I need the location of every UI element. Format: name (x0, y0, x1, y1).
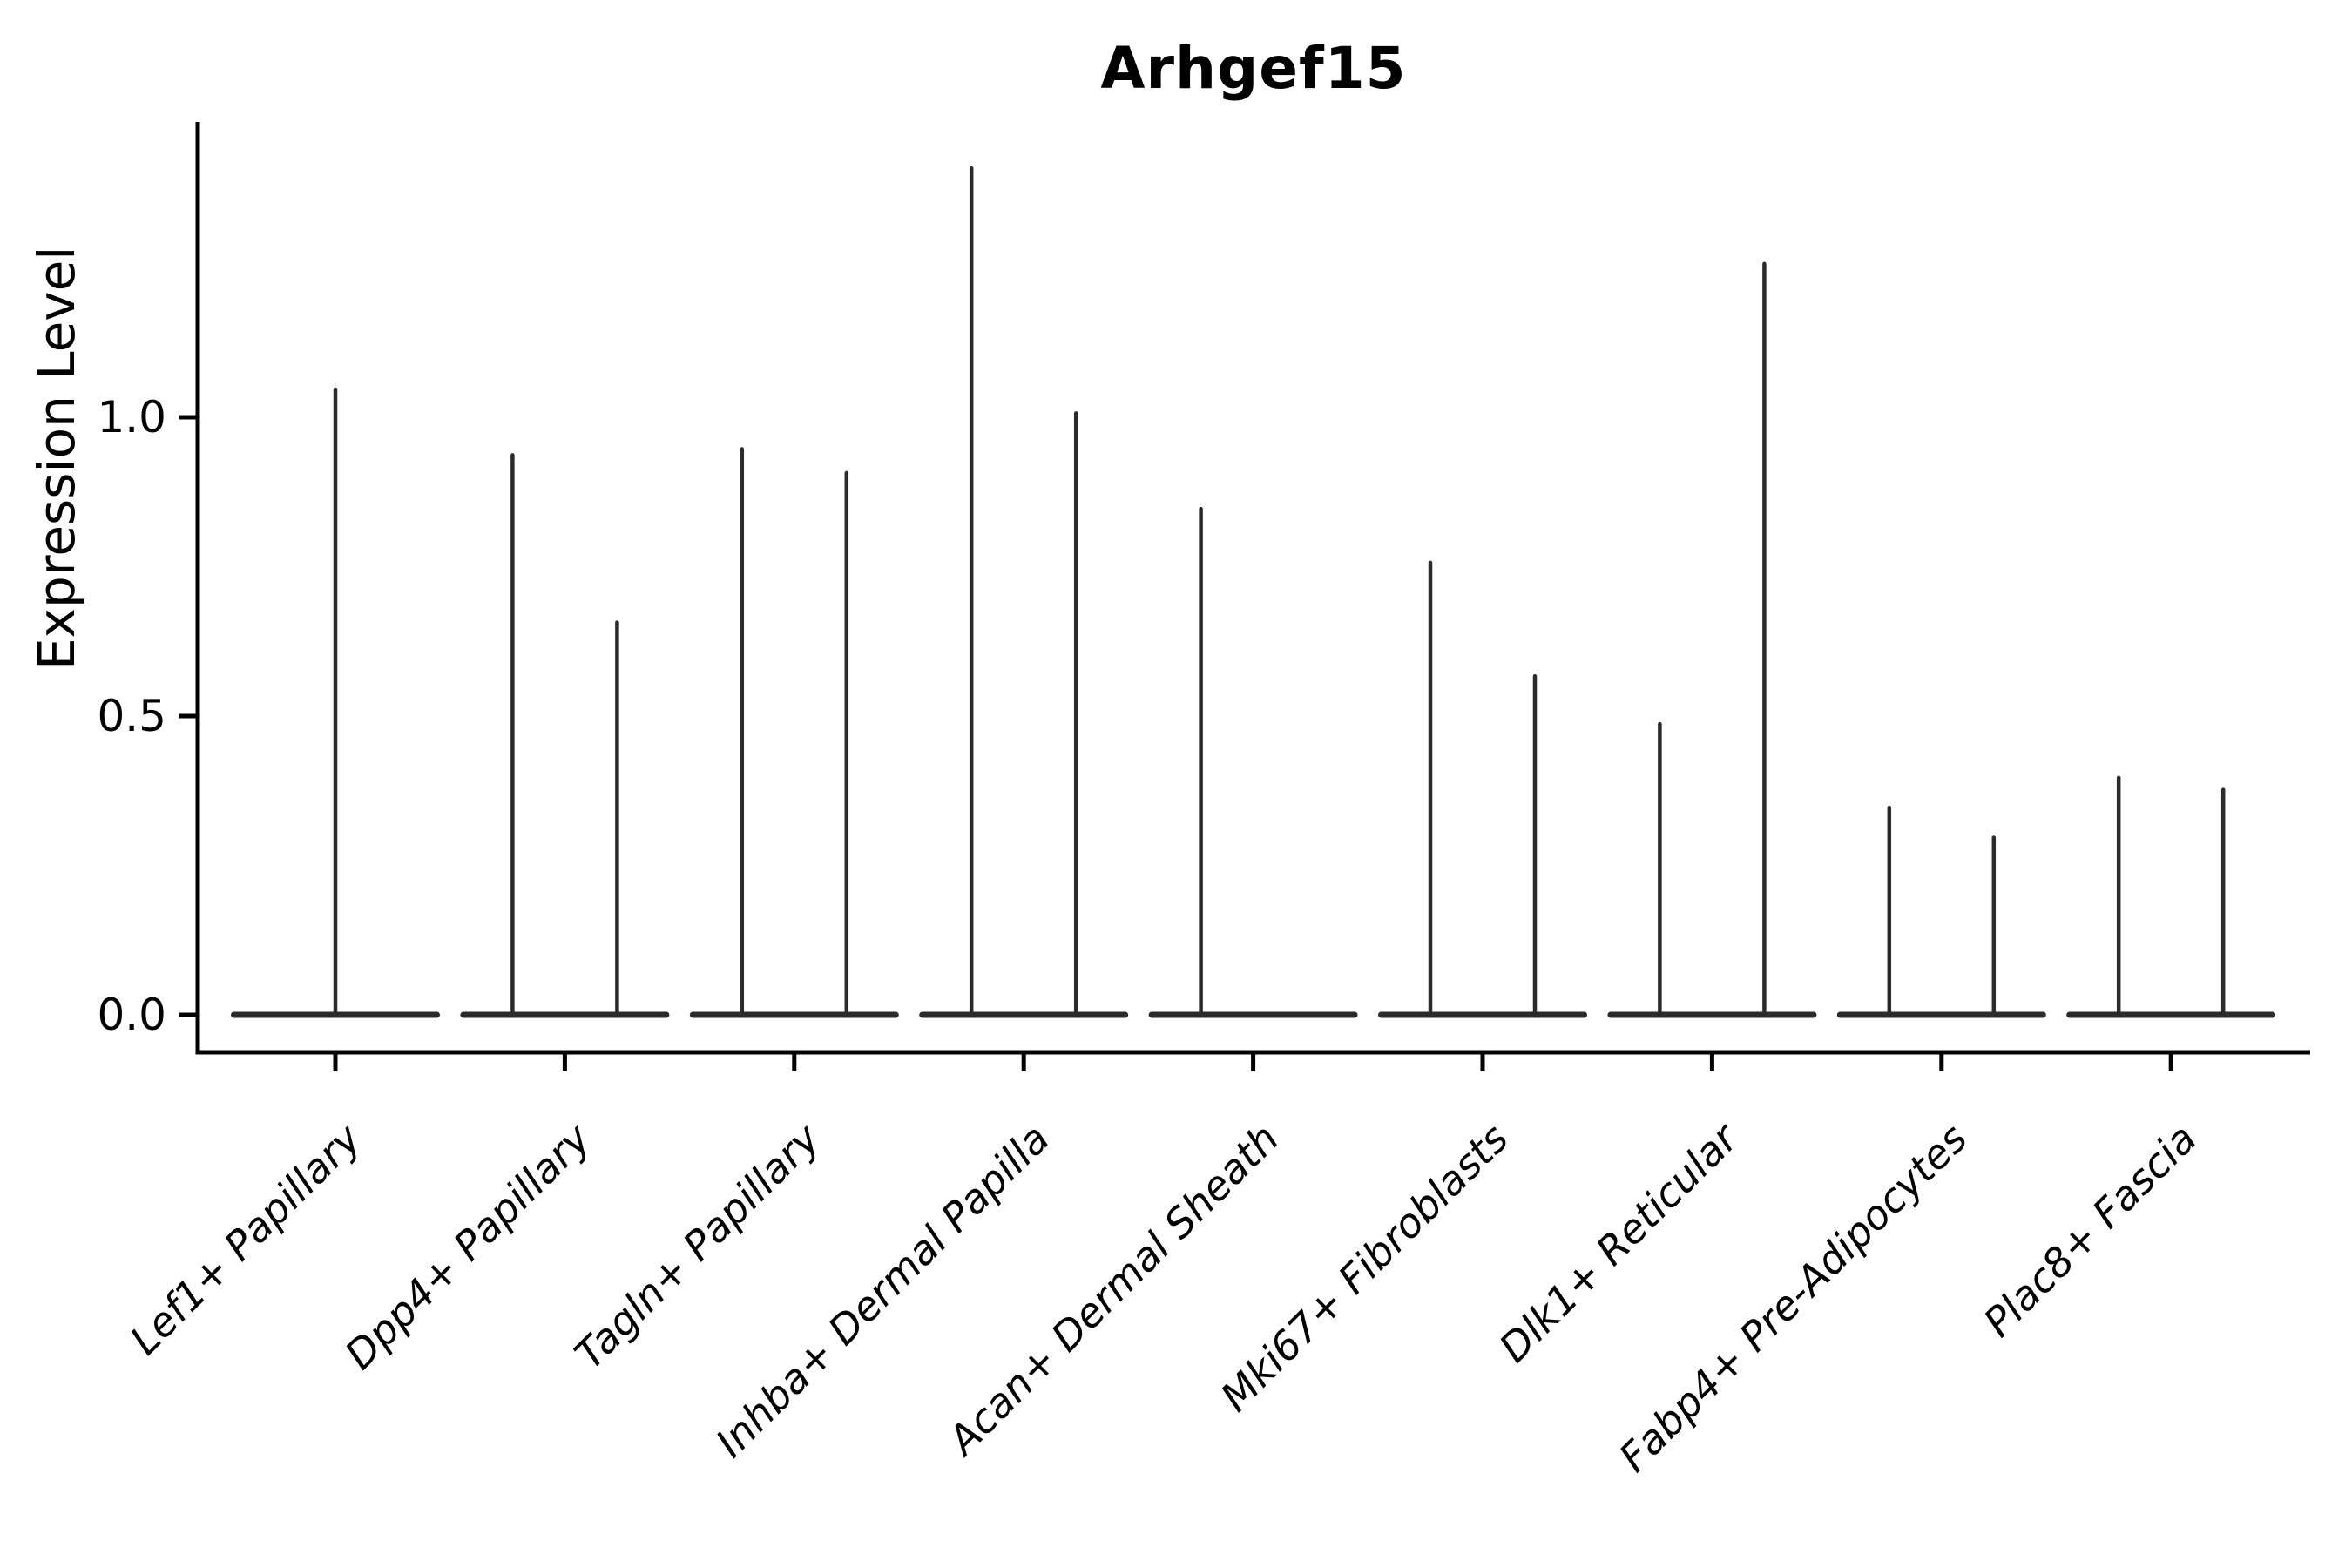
violin-body-9 (2066, 1011, 2276, 1018)
violin-spike-4-2 (1073, 411, 1078, 1015)
violin-spike-6-2 (1532, 673, 1538, 1015)
violin-spike-9-1 (2116, 775, 2121, 1015)
y-tick-label: 1.0 (97, 392, 166, 443)
x-tick-label: Plac8+ Fascia (1975, 1115, 2206, 1346)
violin-spike-7-1 (1658, 721, 1662, 1015)
x-tick-label: Tagln+ Papillary (565, 1114, 829, 1378)
violin-spike-8-2 (1991, 835, 1997, 1015)
violin-body-3 (689, 1011, 899, 1018)
y-tick-label: 0.5 (97, 691, 166, 741)
violin-spike-8-1 (1887, 805, 1892, 1015)
chart-title: Arhgef15 (1100, 35, 1407, 102)
y-tick-label: 0.0 (97, 990, 166, 1040)
violin-spike-4-1 (969, 166, 974, 1015)
x-tick-label: Lef1+ Papillary (121, 1114, 370, 1363)
violin-body-8 (1836, 1011, 2046, 1018)
violin-spike-2-1 (510, 453, 515, 1015)
violin-body-4 (919, 1011, 1129, 1018)
violin-spike-3-2 (844, 470, 849, 1015)
violin-spike-1-1 (333, 387, 338, 1015)
x-tick-label: Dpp4+ Papillary (336, 1114, 600, 1378)
violin-body-1 (231, 1011, 440, 1018)
violin-spike-3-1 (740, 447, 745, 1015)
violin-body-7 (1607, 1011, 1817, 1018)
violin-spike-5-1 (1199, 506, 1203, 1015)
violin-body-2 (460, 1011, 670, 1018)
violin-spike-6-1 (1428, 560, 1433, 1015)
violin-spike-2-2 (615, 620, 619, 1015)
violin-body-6 (1378, 1011, 1587, 1018)
violin-spike-9-2 (2220, 787, 2226, 1015)
violin-spike-7-2 (1762, 261, 1767, 1015)
x-tick-label: Dlk1+ Reticular (1490, 1112, 1749, 1371)
violin-body-5 (1148, 1011, 1358, 1018)
